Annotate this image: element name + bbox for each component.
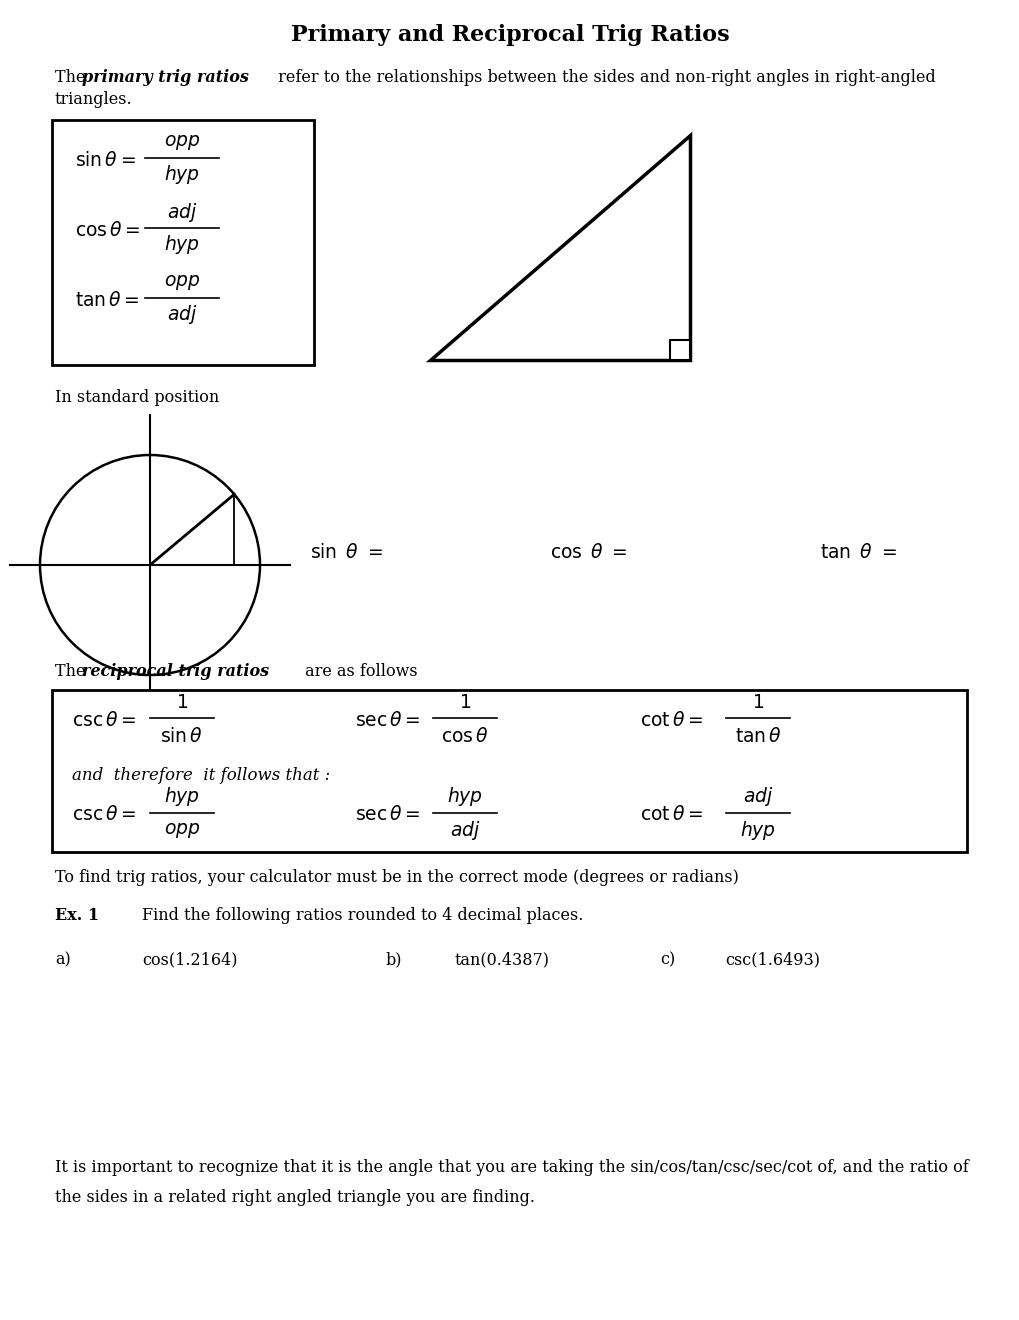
Text: $\tan\theta$: $\tan\theta$ xyxy=(734,726,781,746)
Text: In standard position: In standard position xyxy=(55,389,219,407)
Polygon shape xyxy=(669,341,689,360)
Text: $\mathit{hyp}$: $\mathit{hyp}$ xyxy=(739,818,775,842)
Text: $\sec\theta=$: $\sec\theta=$ xyxy=(355,710,420,730)
Text: the sides in a related right angled triangle you are finding.: the sides in a related right angled tria… xyxy=(55,1189,535,1206)
Text: $\sin\ \theta\ =$: $\sin\ \theta\ =$ xyxy=(310,543,382,561)
Text: $\mathit{hyp}$: $\mathit{hyp}$ xyxy=(164,162,200,186)
Text: $1$: $1$ xyxy=(459,694,471,711)
Text: $\cot\theta=$: $\cot\theta=$ xyxy=(639,710,702,730)
Text: $\mathit{adj}$: $\mathit{adj}$ xyxy=(742,785,772,808)
Text: $\sin\theta=$: $\sin\theta=$ xyxy=(75,150,136,169)
Text: $\mathit{adj}$: $\mathit{adj}$ xyxy=(166,302,197,326)
Text: The: The xyxy=(55,70,91,87)
Text: b): b) xyxy=(384,952,401,969)
Text: reciprocal trig ratios: reciprocal trig ratios xyxy=(82,664,269,681)
Text: cos(1.2164): cos(1.2164) xyxy=(142,952,237,969)
Text: $\cos\theta=$: $\cos\theta=$ xyxy=(75,220,141,239)
Text: Find the following ratios rounded to 4 decimal places.: Find the following ratios rounded to 4 d… xyxy=(142,907,583,924)
Text: $\mathit{hyp}$: $\mathit{hyp}$ xyxy=(164,232,200,256)
Text: c): c) xyxy=(659,952,675,969)
Text: $\mathit{opp}$: $\mathit{opp}$ xyxy=(164,821,200,840)
Text: Ex. 1: Ex. 1 xyxy=(55,907,99,924)
Text: triangles.: triangles. xyxy=(55,91,132,108)
Text: $\sin\theta$: $\sin\theta$ xyxy=(160,726,204,746)
Text: $1$: $1$ xyxy=(175,694,187,711)
Text: are as follows: are as follows xyxy=(300,664,417,681)
Text: tan(0.4387): tan(0.4387) xyxy=(454,952,549,969)
Text: refer to the relationships between the sides and non-right angles in right-angle: refer to the relationships between the s… xyxy=(273,70,934,87)
Text: $\cos\ \theta\ =$: $\cos\ \theta\ =$ xyxy=(549,543,627,561)
Text: $\mathit{hyp}$: $\mathit{hyp}$ xyxy=(446,785,483,808)
Text: $\tan\theta=$: $\tan\theta=$ xyxy=(75,290,140,309)
Text: a): a) xyxy=(55,952,70,969)
Text: $\mathit{adj}$: $\mathit{adj}$ xyxy=(449,818,480,842)
Text: csc(1.6493): csc(1.6493) xyxy=(725,952,819,969)
Text: $\sec\theta=$: $\sec\theta=$ xyxy=(355,805,420,825)
Text: $\mathit{adj}$: $\mathit{adj}$ xyxy=(166,201,197,223)
Bar xyxy=(52,120,314,366)
Text: $\csc\theta=$: $\csc\theta=$ xyxy=(72,805,137,825)
Text: $\mathit{hyp}$: $\mathit{hyp}$ xyxy=(164,785,200,808)
Text: $\tan\ \theta\ =$: $\tan\ \theta\ =$ xyxy=(819,543,896,561)
Text: It is important to recognize that it is the angle that you are taking the sin/co: It is important to recognize that it is … xyxy=(55,1159,968,1176)
Text: To find trig ratios, your calculator must be in the correct mode (degrees or rad: To find trig ratios, your calculator mus… xyxy=(55,870,738,887)
Text: $\mathit{opp}$: $\mathit{opp}$ xyxy=(164,272,200,292)
Text: primary trig ratios: primary trig ratios xyxy=(82,70,249,87)
Bar xyxy=(52,690,966,851)
Text: The: The xyxy=(55,664,91,681)
Text: $1$: $1$ xyxy=(751,694,763,711)
Text: $\cos\theta$: $\cos\theta$ xyxy=(440,726,488,746)
Text: $\cot\theta=$: $\cot\theta=$ xyxy=(639,805,702,825)
Polygon shape xyxy=(430,135,689,360)
Text: and  therefore  it follows that :: and therefore it follows that : xyxy=(72,767,330,784)
Text: $\csc\theta=$: $\csc\theta=$ xyxy=(72,710,137,730)
Text: Primary and Reciprocal Trig Ratios: Primary and Reciprocal Trig Ratios xyxy=(290,24,729,46)
Text: $\mathit{opp}$: $\mathit{opp}$ xyxy=(164,132,200,152)
